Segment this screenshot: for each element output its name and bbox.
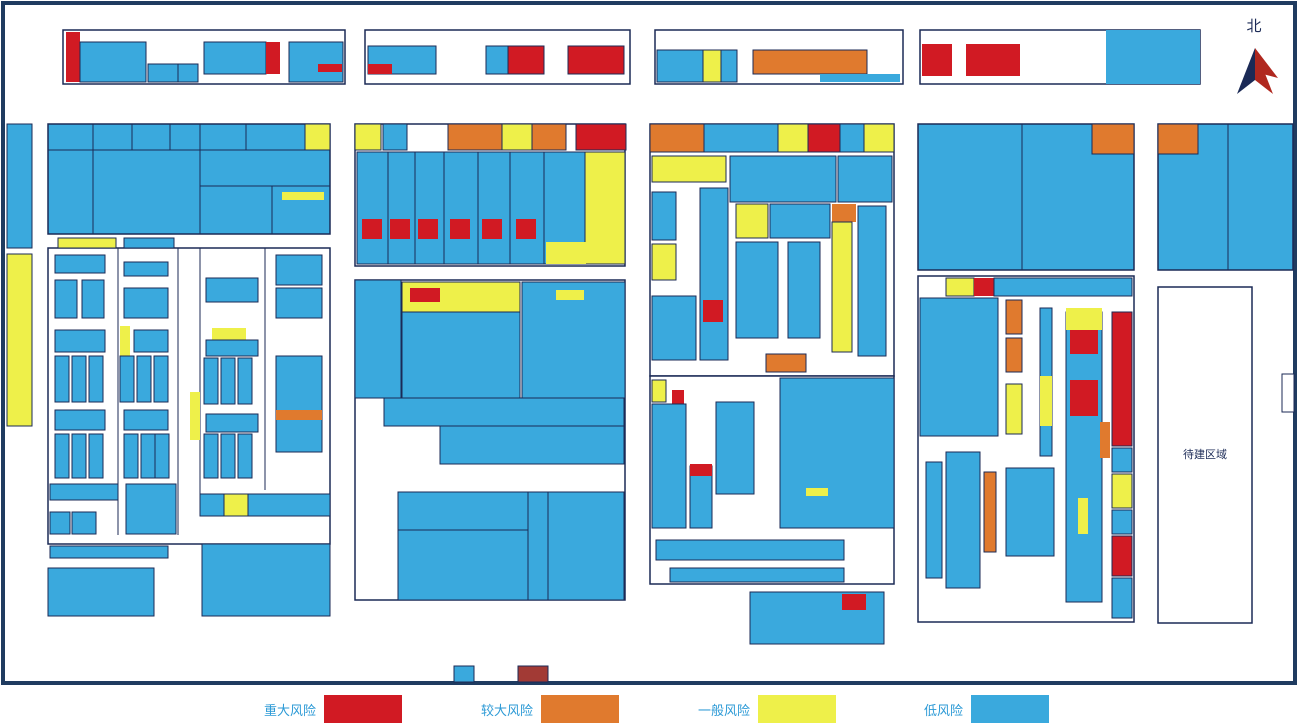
legend-label-medium: 一般风险 [698,703,751,719]
top-strip-block-2[interactable] [364,29,631,85]
legend-medium: 一般风险 [698,694,837,724]
legend-high: 较大风险 [481,694,620,724]
west-strip-low[interactable] [6,123,33,249]
block-b-strip[interactable] [49,545,169,559]
west-strip-medium[interactable] [6,253,33,427]
block-g-upper[interactable] [917,123,1135,271]
east-gate-marker[interactable] [1281,373,1295,413]
top-strip-block-4[interactable] [919,29,1201,85]
block-d-lower[interactable] [354,279,626,601]
legend-swatch-low [971,695,1050,723]
top-strip-block-1[interactable] [62,29,346,85]
legend-swatch-major [324,695,403,723]
legend-low: 低风险 [924,694,1050,724]
legend-label-low: 低风险 [924,703,964,719]
block-i-lower[interactable] [917,275,1135,623]
restricted-zone-label: 待建区域 [1183,447,1227,461]
block-b-lower[interactable] [47,237,331,545]
block-f-south-annex[interactable] [749,591,885,645]
block-b-south-west[interactable] [47,567,155,617]
block-c-upper[interactable] [354,123,627,267]
block-e-upper[interactable] [649,123,895,377]
block-a-upper[interactable] [47,123,331,235]
block-h-upper-east[interactable] [1157,123,1294,271]
legend-label-high: 较大风险 [481,703,534,719]
gate-marker-low[interactable] [453,665,475,683]
legend-label-major: 重大风险 [264,703,317,719]
gate-marker-brown[interactable] [517,665,549,683]
legend-swatch-high [541,695,620,723]
restricted-zone[interactable] [1157,286,1253,624]
block-b-south-east[interactable] [201,543,331,617]
north-arrow-icon [1237,48,1278,94]
north-label: 北 [1246,17,1261,35]
block-f-lower[interactable] [649,375,895,585]
legend-major: 重大风险 [264,694,403,724]
legend-swatch-medium [758,695,837,723]
top-strip-block-3[interactable] [654,29,904,85]
